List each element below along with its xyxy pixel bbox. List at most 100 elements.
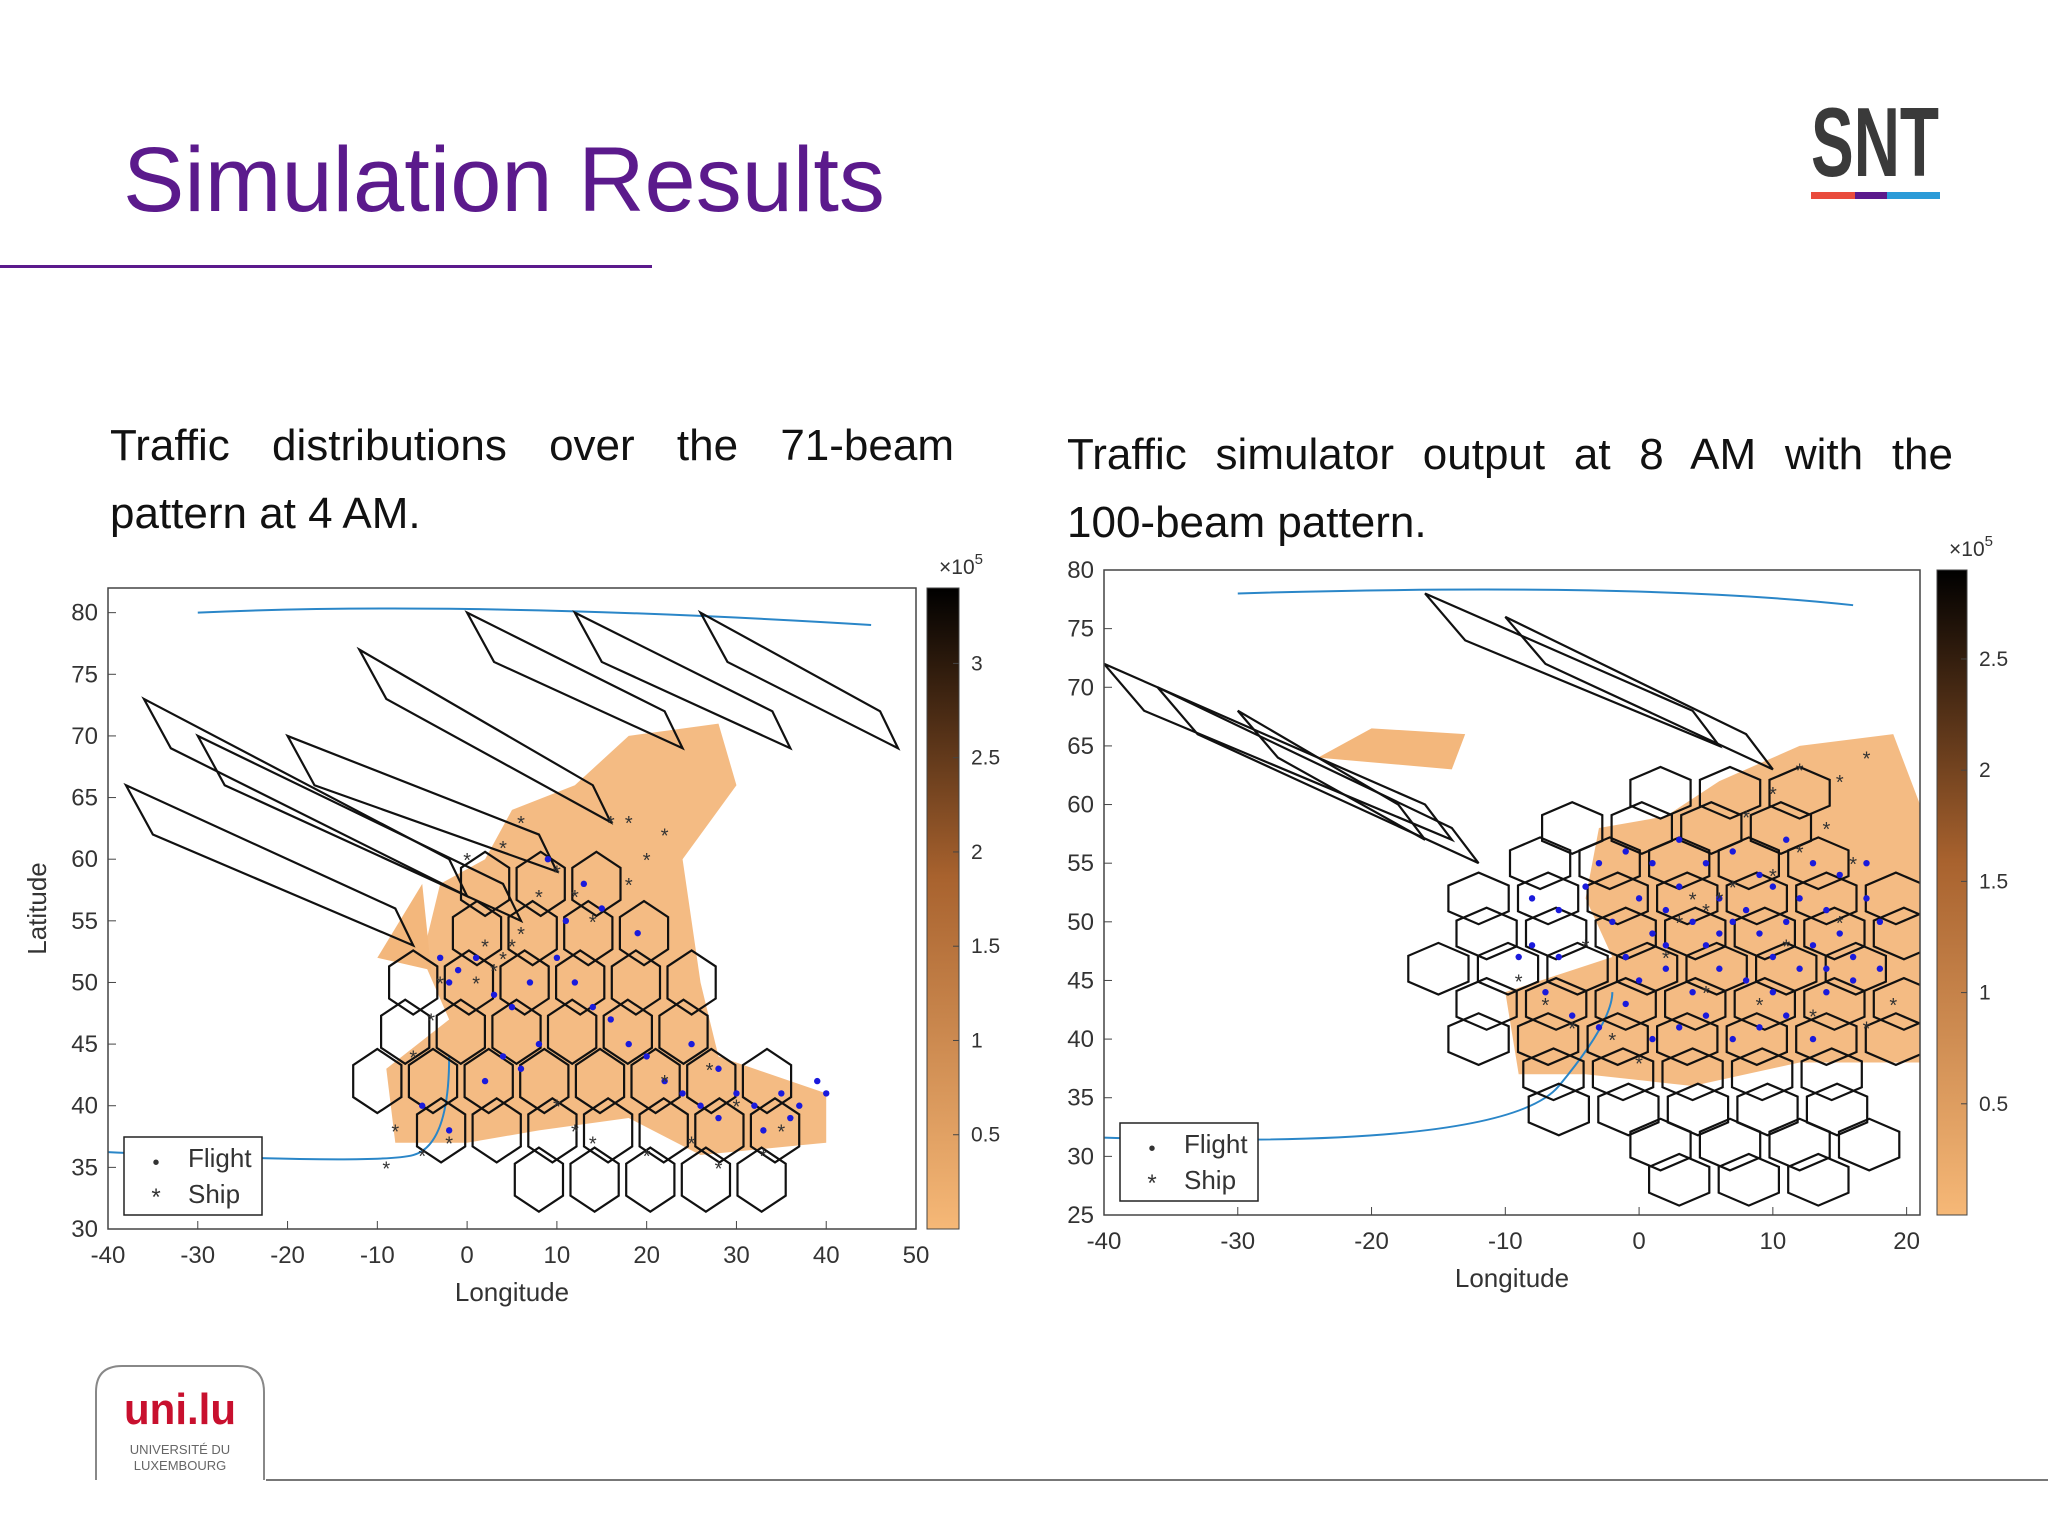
ship-point: *: [1836, 913, 1844, 935]
beam-cell: [582, 1096, 634, 1164]
ship-point: *: [1542, 995, 1550, 1017]
flight-point: [679, 1090, 686, 1097]
y-tick-label: 45: [71, 1031, 98, 1058]
ship-point: *: [1769, 866, 1777, 888]
flight-point: [760, 1127, 767, 1134]
ship-point: *: [1689, 889, 1697, 911]
series-ship: ********************************* ** *: [382, 813, 785, 1180]
y-tick-label: 70: [71, 723, 98, 750]
ship-point: *: [553, 863, 561, 885]
ship-point: *: [1662, 948, 1670, 970]
flight-point: [715, 1114, 722, 1122]
flight-point: [1729, 918, 1736, 926]
ship-point: *: [715, 1158, 723, 1180]
beam-cell: [1522, 1047, 1585, 1102]
flight-point: [1716, 965, 1723, 972]
ship-point: *: [1608, 1030, 1616, 1052]
beam-cell: [1516, 871, 1580, 926]
beam-cell: [1524, 906, 1588, 961]
ship-point: *: [1582, 936, 1590, 958]
x-tick-label: 40: [813, 1242, 840, 1269]
ship-point: *: [589, 1134, 597, 1156]
beam-cell: [546, 998, 598, 1066]
ship-point: *: [1836, 772, 1844, 794]
ship-point: *: [643, 850, 651, 872]
beam-cell: [1837, 1117, 1901, 1172]
flight-point: [1622, 953, 1629, 961]
flight-point: [823, 1090, 830, 1097]
flight-point: [1876, 965, 1884, 972]
flight-point: [1702, 859, 1710, 867]
flight-point: [1769, 988, 1777, 996]
flight-point: [508, 1003, 516, 1011]
flight-point: [499, 1053, 507, 1060]
x-tick-label: -30: [1220, 1228, 1255, 1255]
caption-right: Traffic simulator output at 8 AM with th…: [1067, 421, 1953, 557]
flight-point: [607, 1016, 614, 1023]
beam-cell: [507, 899, 558, 967]
ship-point: *: [1729, 878, 1737, 900]
flight-point: [1783, 1012, 1790, 1019]
beam-cell: [686, 1047, 737, 1115]
flight-point: [1635, 895, 1643, 902]
snt-logo: SNT: [1811, 88, 1940, 199]
ship-point: *: [436, 973, 444, 995]
caption-left: Traffic distributions over the 71-beam p…: [110, 412, 954, 548]
beam-cell-elongated: [697, 609, 901, 751]
y-tick-label: 60: [1067, 792, 1094, 819]
flight-point: [1756, 1024, 1763, 1031]
beam-cell: [527, 1096, 578, 1164]
plot-frame: [1103, 569, 1921, 1216]
beam-cell: [499, 949, 550, 1016]
flight-point: [1676, 883, 1683, 890]
ship-point: *: [1515, 971, 1523, 993]
title-underline: [0, 265, 652, 268]
plot-area: ********************************* ** *-40-…: [22, 551, 1000, 1307]
flight-point: [1863, 895, 1870, 902]
flight-point: [1742, 906, 1750, 914]
flight-point: [1555, 953, 1563, 961]
beam-cell: [515, 850, 566, 918]
beam-cell: [459, 850, 511, 918]
flight-point: [733, 1090, 740, 1097]
snt-logo-text: SNT: [1811, 88, 1939, 197]
beam-cell: [1800, 1047, 1863, 1102]
ship-point: *: [607, 813, 615, 835]
uni-logo-line2: LUXEMBOURG: [134, 1458, 226, 1473]
flight-point: [1528, 942, 1536, 949]
series-ship: ************************** **: [1515, 749, 1898, 1076]
flight-point: [1796, 965, 1803, 972]
ship-point: *: [733, 1097, 741, 1119]
x-tick-label: -10: [360, 1242, 395, 1269]
ship-point: *: [1702, 983, 1710, 1005]
beam-cell: [630, 1047, 681, 1115]
ship-point: *: [706, 1060, 714, 1082]
colorbar-tick-label: 1.5: [971, 935, 1000, 958]
beam-cell: [407, 1047, 459, 1115]
flight-point: [589, 1003, 596, 1011]
legend-marker: *: [1147, 1170, 1156, 1197]
beam-cell: [471, 1096, 522, 1164]
ship-point: *: [1822, 819, 1830, 841]
beam-cell: [1680, 801, 1743, 855]
ship-point: *: [1568, 1018, 1576, 1040]
x-tick-label: -20: [1354, 1228, 1389, 1255]
flight-point: [1595, 1024, 1603, 1031]
uni-lu-logo: uni.lu UNIVERSITÉ DU LUXEMBOURG: [95, 1365, 265, 1480]
flight-point: [1849, 977, 1857, 984]
x-tick-label: 10: [544, 1242, 571, 1269]
x-axis-label: Longitude: [1455, 1263, 1569, 1293]
flight-point: [751, 1102, 758, 1109]
flight-point: [1662, 942, 1670, 949]
ship-point: *: [481, 936, 489, 958]
beam-cell: [555, 949, 606, 1016]
flight-point: [562, 917, 570, 925]
legend-label-flight: Flight: [1184, 1129, 1248, 1159]
series-flight: [1515, 836, 1884, 1043]
flight-point: [643, 1053, 650, 1060]
beam-cell: [513, 1146, 565, 1214]
y-tick-label: 80: [71, 600, 98, 627]
beam-cell: [1591, 1047, 1655, 1102]
beam-cell: [618, 899, 670, 967]
